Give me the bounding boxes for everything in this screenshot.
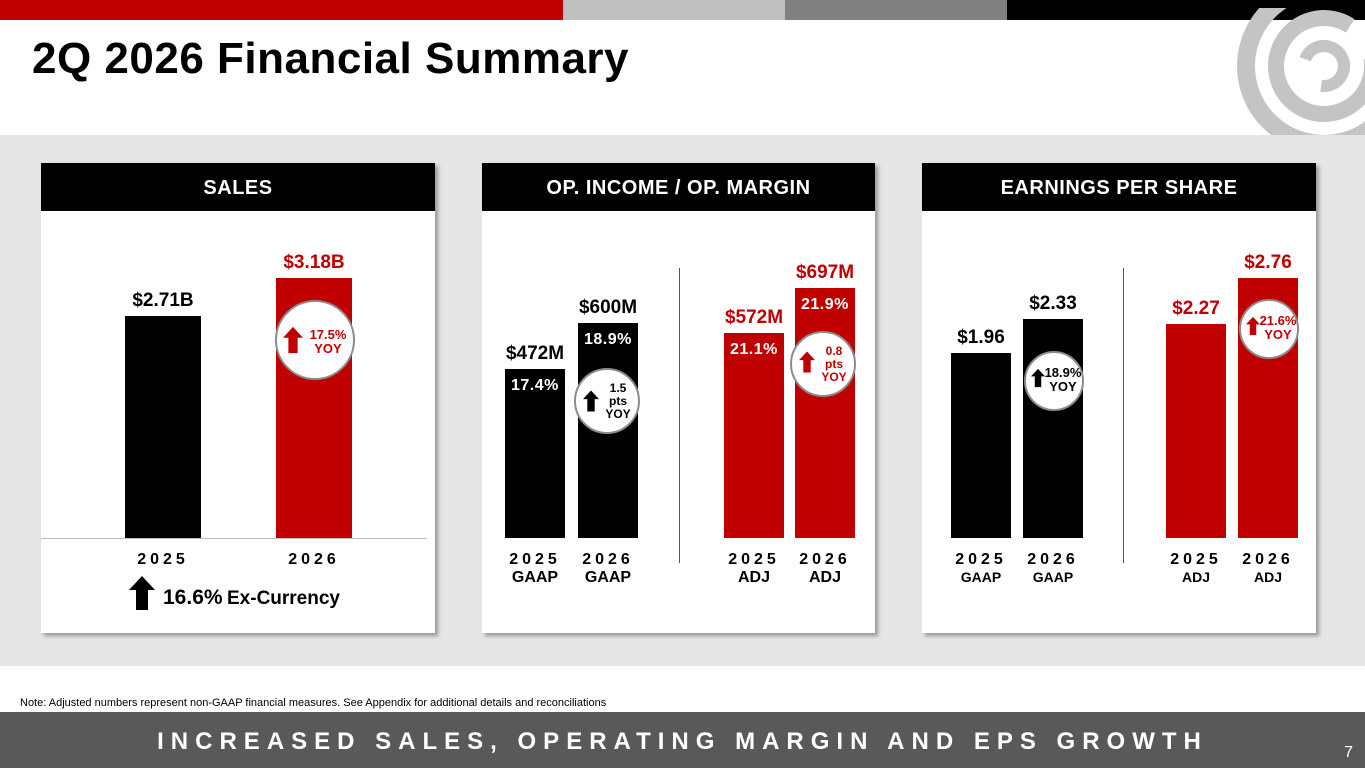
- x-tick-label: 2025 GAAP: [485, 551, 585, 587]
- x-tick-year: 2026: [582, 551, 634, 568]
- group-divider: [1123, 268, 1124, 563]
- page-title: 2Q 2026 Financial Summary: [32, 34, 630, 83]
- panel-title: SALES: [41, 163, 435, 211]
- value-label: $572M: [724, 306, 784, 328]
- x-tick-label: 2026: [256, 551, 372, 569]
- value-label: $2.76: [1244, 252, 1292, 273]
- top-color-bar: [0, 0, 1365, 20]
- bar-2025-gaap: [951, 353, 1011, 538]
- ex-currency-label: Ex-Currency: [227, 588, 340, 609]
- x-axis-line: [41, 538, 427, 539]
- value-label: $1.96: [957, 327, 1005, 349]
- x-tick-label: 2025 ADJ: [1146, 551, 1246, 587]
- footnote: Note: Adjusted numbers represent non-GAA…: [20, 697, 607, 709]
- x-tick-year: 2025: [955, 551, 1007, 568]
- bar-2026-adj: [795, 288, 855, 538]
- x-tick-type: ADJ: [1181, 569, 1210, 585]
- group-divider: [679, 268, 680, 563]
- op-income-panel: OP. INCOME / OP. MARGIN $472M 17.4% 2025 GA…: [482, 163, 875, 633]
- yoy-badge: 0.8 pts YOY: [790, 331, 856, 397]
- x-tick-year: 2026: [1027, 551, 1079, 568]
- x-tick-type: ADJ: [808, 569, 841, 586]
- bar-2025-gaap: [505, 368, 565, 538]
- x-tick-type: GAAP: [960, 569, 1002, 585]
- x-tick-type: ADJ: [1253, 569, 1282, 585]
- x-tick-label: 2025 GAAP: [931, 551, 1031, 587]
- panel-title: OP. INCOME / OP. MARGIN: [482, 163, 875, 211]
- ex-currency-pct: 16.6%: [163, 586, 223, 609]
- panel-title: EARNINGS PER SHARE: [922, 163, 1316, 211]
- sales-panel: SALES 16.6% Ex-Currency $2.71B 2025 $3.18B…: [41, 163, 435, 633]
- value-label: $2.71B: [132, 290, 194, 312]
- margin-label: 17.4%: [511, 376, 559, 394]
- x-tick-label: 2026 ADJ: [775, 551, 875, 587]
- bar-2025-adj: [1166, 324, 1226, 538]
- value-label: $2.33: [1029, 292, 1077, 314]
- bar-2025-adj: [724, 332, 784, 538]
- x-tick-year: 2025: [509, 551, 561, 568]
- top-bar-dark-grey-segment: [785, 0, 1007, 20]
- yoy-badge-text: 18.9% YOY: [1044, 365, 1082, 395]
- x-tick-year: 2026: [288, 551, 340, 568]
- yoy-badge: 18.9% YOY: [1024, 351, 1084, 411]
- up-arrow-icon: [799, 351, 815, 373]
- up-arrow-icon: [1246, 316, 1260, 336]
- x-tick-year: 2026: [1242, 551, 1294, 568]
- logo-icon: [1228, 8, 1365, 138]
- bar-2025: [125, 316, 201, 538]
- margin-label: 21.1%: [730, 340, 778, 358]
- x-tick-year: 2026: [799, 551, 851, 568]
- x-tick-year: 2025: [1170, 551, 1222, 568]
- x-tick-type: ADJ: [737, 569, 770, 586]
- margin-label: 18.9%: [584, 330, 632, 348]
- x-tick-year: 2025: [728, 551, 780, 568]
- x-tick-label: 2025: [105, 551, 221, 569]
- value-label: $600M: [578, 296, 638, 318]
- x-tick-type: GAAP: [511, 569, 559, 586]
- x-tick-type: GAAP: [584, 569, 632, 586]
- up-arrow-icon: [583, 390, 599, 412]
- margin-label: 21.9%: [801, 296, 849, 313]
- page-number: 7: [1344, 744, 1353, 761]
- yoy-badge-text: 17.5% YOY: [309, 327, 347, 357]
- yoy-badge: 1.5 pts YOY: [574, 368, 640, 434]
- footer-tagline: INCREASED SALES, OPERATING MARGIN AND EP…: [157, 728, 1208, 755]
- top-bar-light-grey-segment: [563, 0, 785, 20]
- value-label: $472M: [505, 342, 565, 364]
- yoy-badge-text: 21.6% YOY: [1259, 313, 1297, 343]
- yoy-badge: 17.5% YOY: [275, 300, 355, 380]
- yoy-badge-text: 0.8 pts YOY: [821, 344, 847, 385]
- up-arrow-icon: [129, 576, 155, 610]
- yoy-badge: 21.6% YOY: [1239, 299, 1299, 359]
- x-tick-type: GAAP: [1032, 569, 1074, 585]
- x-tick-label: 2026 GAAP: [558, 551, 658, 587]
- value-label: $2.27: [1172, 298, 1220, 320]
- x-tick-year: 2025: [137, 551, 189, 568]
- up-arrow-icon: [283, 326, 303, 354]
- up-arrow-icon: [1031, 368, 1045, 388]
- top-bar-red-segment: [0, 0, 563, 20]
- ex-currency-note: 16.6% Ex-Currency: [129, 576, 340, 610]
- x-tick-label: 2025 ADJ: [704, 551, 804, 587]
- value-label: $3.18B: [283, 252, 345, 273]
- footer-banner: INCREASED SALES, OPERATING MARGIN AND EP…: [0, 712, 1365, 768]
- x-tick-label: 2026 ADJ: [1218, 551, 1318, 587]
- eps-panel: EARNINGS PER SHARE $1.96 2025 GAAP $2.33 202…: [922, 163, 1316, 633]
- x-tick-label: 2026 GAAP: [1003, 551, 1103, 587]
- yoy-badge-text: 1.5 pts YOY: [605, 381, 631, 422]
- value-label: $697M: [795, 262, 855, 283]
